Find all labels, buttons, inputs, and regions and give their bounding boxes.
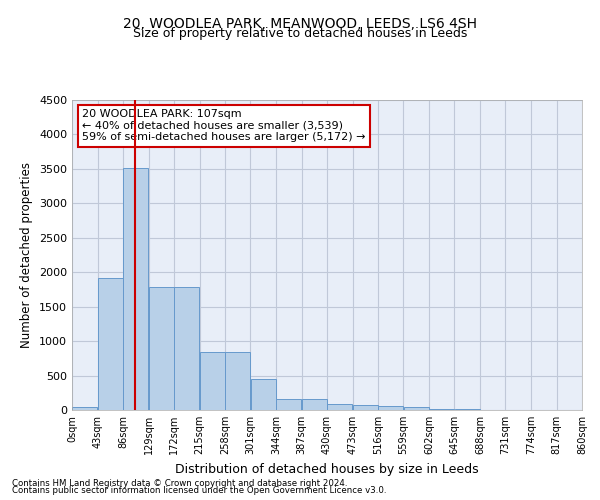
Bar [200,352,225,410]
Text: 20, WOODLEA PARK, MEANWOOD, LEEDS, LS6 4SH: 20, WOODLEA PARK, MEANWOOD, LEEDS, LS6 4… [123,18,477,32]
Bar [327,404,352,410]
Bar [378,406,403,410]
Bar [225,352,250,410]
Bar [123,168,148,410]
Text: Size of property relative to detached houses in Leeds: Size of property relative to detached ho… [133,28,467,40]
Y-axis label: Number of detached properties: Number of detached properties [20,162,34,348]
Bar [353,405,378,410]
Bar [429,408,454,410]
Bar [98,278,123,410]
Text: Contains HM Land Registry data © Crown copyright and database right 2024.: Contains HM Land Registry data © Crown c… [12,478,347,488]
Bar [276,399,301,410]
Bar [302,400,327,410]
Text: 20 WOODLEA PARK: 107sqm
← 40% of detached houses are smaller (3,539)
59% of semi: 20 WOODLEA PARK: 107sqm ← 40% of detache… [82,110,366,142]
Bar [174,288,199,410]
Bar [149,288,174,410]
Bar [404,406,429,410]
Bar [72,406,97,410]
X-axis label: Distribution of detached houses by size in Leeds: Distribution of detached houses by size … [175,462,479,475]
Text: Contains public sector information licensed under the Open Government Licence v3: Contains public sector information licen… [12,486,386,495]
Bar [251,378,276,410]
